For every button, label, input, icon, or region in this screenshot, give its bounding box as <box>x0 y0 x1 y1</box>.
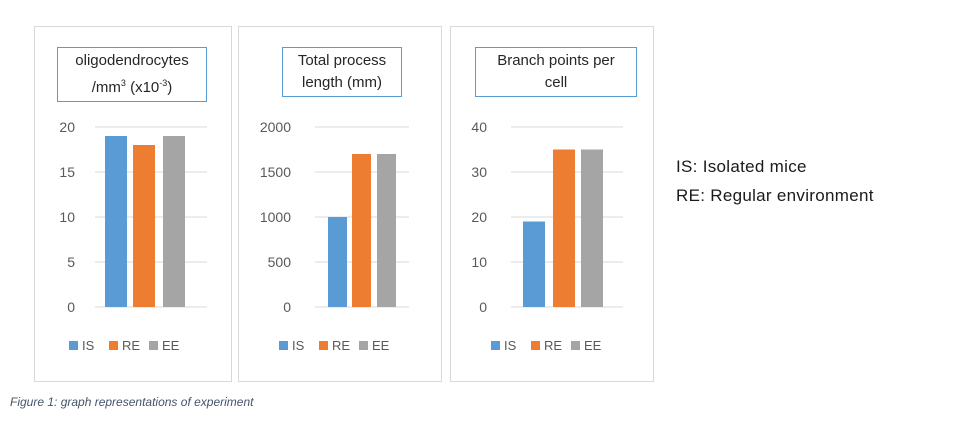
chart-2-title-line-2: length (mm) <box>301 74 383 91</box>
y-tick-label: 20 <box>471 209 487 225</box>
legend-note-is: IS: Isolated mice <box>676 157 807 176</box>
y-tick-label: 1000 <box>260 209 291 225</box>
chart-3-title-line-2: cell <box>544 74 568 91</box>
y-tick-label: 30 <box>471 164 487 180</box>
legend-label-is: IS <box>82 338 95 353</box>
bar-ee <box>581 149 603 307</box>
y-tick-label: 15 <box>59 164 75 180</box>
legend-swatch-is <box>69 341 78 350</box>
legend-swatch-ee <box>149 341 158 350</box>
legend-note-re: RE: Regular environment <box>676 186 874 205</box>
chart-2-svg: 0 500 1000 1500 2000 IS RE EE <box>260 119 409 353</box>
legend-label-is: IS <box>292 338 305 353</box>
legend-label-ee: EE <box>162 338 180 353</box>
bar-re <box>352 154 371 307</box>
y-tick-label: 1500 <box>260 164 291 180</box>
chart-3-title: Branch points per cell <box>475 47 637 97</box>
y-tick-label: 0 <box>283 299 291 315</box>
legend-swatch-re <box>319 341 328 350</box>
bar-is <box>523 221 545 307</box>
y-tick-label: 10 <box>59 209 75 225</box>
legend-label-re: RE <box>332 338 350 353</box>
legend-label-re: RE <box>122 338 140 353</box>
y-tick-label: 40 <box>471 119 487 135</box>
legend-label-ee: EE <box>372 338 390 353</box>
legend-label-is: IS <box>504 338 517 353</box>
chart-3-title-line-1: Branch points per <box>497 52 615 69</box>
figure-caption: Figure 1: graph representations of exper… <box>10 395 254 409</box>
y-tick-label: 0 <box>479 299 487 315</box>
legend-swatch-re <box>109 341 118 350</box>
y-tick-label: 10 <box>471 254 487 270</box>
y-tick-label: 0 <box>67 299 75 315</box>
bar-re <box>133 145 155 307</box>
bar-re <box>553 149 575 307</box>
bar-ee <box>377 154 396 307</box>
chart-panel-2: Total process length (mm) 0 500 1000 1500 20… <box>238 26 442 382</box>
chart-3-svg: 0 10 20 30 40 IS RE EE <box>471 119 623 353</box>
bar-is <box>105 136 127 307</box>
chart-panel-1: oligodendrocytes/mm3 (x10-3) 0 5 10 15 20 IS R… <box>34 26 232 382</box>
bar-is <box>328 217 347 307</box>
y-tick-label: 5 <box>67 254 75 270</box>
legend-swatch-ee <box>571 341 580 350</box>
chart-1-svg: 0 5 10 15 20 IS RE EE <box>59 119 207 353</box>
y-tick-label: 20 <box>59 119 75 135</box>
y-tick-label: 500 <box>268 254 292 270</box>
legend-label-re: RE <box>544 338 562 353</box>
legend-swatch-re <box>531 341 540 350</box>
chart-2-title: Total process length (mm) <box>282 47 402 97</box>
chart-panel-3: Branch points per cell 0 10 20 30 40 IS RE EE <box>450 26 654 382</box>
legend-swatch-ee <box>359 341 368 350</box>
legend-swatch-is <box>279 341 288 350</box>
bar-ee <box>163 136 185 307</box>
legend-swatch-is <box>491 341 500 350</box>
chart-1-title: oligodendrocytes/mm3 (x10-3) <box>57 47 207 102</box>
y-tick-label: 2000 <box>260 119 291 135</box>
legend-label-ee: EE <box>584 338 602 353</box>
chart-2-title-line-1: Total process <box>297 52 387 69</box>
